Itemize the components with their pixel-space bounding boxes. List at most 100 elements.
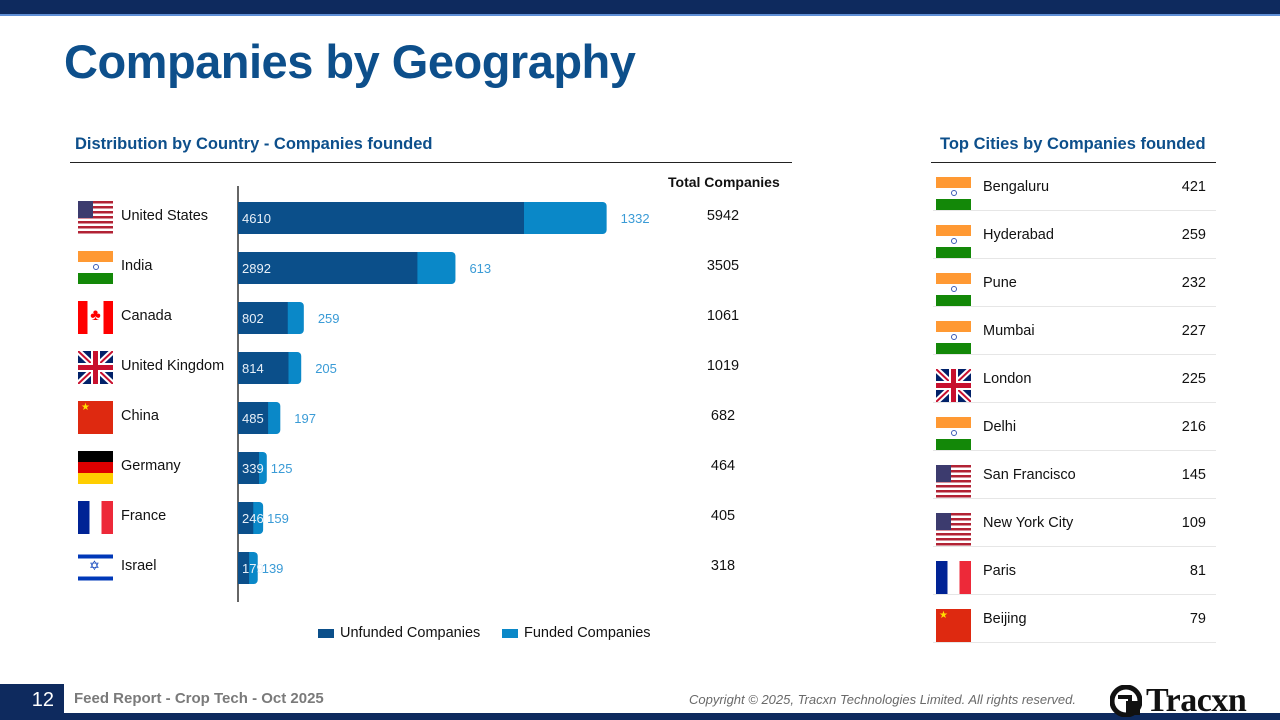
china-flag-icon: ★ (936, 609, 971, 642)
unfunded-value-label: 802 (242, 311, 264, 326)
uk-flag-icon (936, 369, 971, 402)
unfunded-bar (238, 302, 288, 334)
unfunded-value-label: 4610 (242, 211, 271, 226)
country-label: Canada (121, 308, 172, 324)
india-flag-icon (936, 273, 971, 306)
city-name: Paris (983, 563, 1017, 579)
total-value: 1019 (706, 358, 740, 374)
cities-section-divider (931, 162, 1216, 163)
report-name: Feed Report - Crop Tech - Oct 2025 (74, 690, 324, 707)
canada-flag-icon: ♣ (78, 301, 113, 334)
germany-flag-icon (78, 451, 113, 484)
funded-value-label: 159 (267, 511, 289, 526)
city-count: 232 (1181, 275, 1206, 291)
country-label: United States (121, 208, 209, 224)
city-count: 109 (1181, 515, 1206, 531)
cities-section-title: Top Cities by Companies founded (940, 135, 1206, 153)
country-label: France (121, 508, 167, 524)
legend-swatch-funded (502, 628, 518, 638)
unfunded-value-label: 2892 (242, 261, 271, 276)
country-label: Germany (121, 458, 181, 474)
unfunded-value-label: 179 (242, 561, 264, 576)
country-label: United Kingdom (121, 358, 225, 374)
total-value: 464 (710, 458, 736, 474)
funded-value-label: 205 (315, 361, 337, 376)
legend-label-unfunded: Unfunded Companies (340, 625, 481, 641)
funded-value-label: 125 (271, 461, 293, 476)
total-value: 318 (710, 558, 736, 574)
funded-value-label: 613 (469, 261, 491, 276)
china-flag-icon: ★ (78, 401, 113, 434)
unfunded-bar (238, 252, 418, 284)
city-count: 227 (1181, 323, 1206, 339)
legend-funded: Funded Companies (502, 625, 651, 641)
france-flag-icon (936, 561, 971, 594)
city-count: 259 (1181, 227, 1206, 243)
city-name: Delhi (983, 419, 1017, 435)
legend-unfunded: Unfunded Companies (318, 625, 480, 641)
unfunded-value-label: 339 (242, 461, 264, 476)
funded-value-label: 139 (262, 561, 284, 576)
city-name: Hyderabad (983, 227, 1054, 243)
country-label: China (121, 408, 159, 424)
us-flag-icon (78, 201, 113, 234)
page-number: 12 (0, 684, 64, 720)
total-value: 682 (710, 408, 736, 424)
country-section-divider (70, 162, 792, 163)
total-value: 3505 (706, 258, 740, 274)
city-name: San Francisco (983, 467, 1076, 483)
funded-value-label: 1332 (621, 211, 650, 226)
uk-flag-icon (78, 351, 113, 384)
page-title: Companies by Geography (64, 35, 636, 88)
country-label: Israel (121, 558, 157, 574)
unfunded-bar (238, 552, 250, 584)
city-count: 145 (1181, 467, 1206, 483)
france-flag-icon (78, 501, 113, 534)
city-count: 216 (1181, 419, 1206, 435)
tracxn-logo-icon (1110, 685, 1142, 717)
city-count: 225 (1181, 371, 1206, 387)
legend-swatch-unfunded (318, 628, 334, 638)
city-name: Mumbai (983, 323, 1035, 339)
city-row: Pune 232 (933, 259, 1216, 307)
copyright-text: Copyright © 2025, Tracxn Technologies Li… (689, 692, 1077, 707)
us-flag-icon (936, 513, 971, 546)
city-row: Bengaluru 421 (933, 163, 1216, 211)
tracxn-logo: Tracxn (1110, 682, 1247, 720)
city-row: San Francisco 145 (933, 451, 1216, 499)
unfunded-bar (238, 502, 254, 534)
city-count: 79 (1189, 611, 1206, 627)
total-value: 5942 (706, 208, 740, 224)
india-flag-icon (936, 177, 971, 210)
city-row: New York City 109 (933, 499, 1216, 547)
country-label: India (121, 258, 153, 274)
india-flag-icon (78, 251, 113, 284)
logo-text: Tracxn (1146, 682, 1247, 719)
top-cities-list: Bengaluru 421 Hyderabad 259 Pune 232 Mumbai 227… (933, 163, 1216, 643)
city-row: Mumbai 227 (933, 307, 1216, 355)
india-flag-icon (936, 417, 971, 450)
total-value: 1061 (706, 308, 740, 324)
city-row: ★ Beijing 79 (933, 595, 1216, 643)
city-count: 81 (1189, 563, 1206, 579)
funded-value-label: 259 (318, 311, 340, 326)
top-bar (0, 0, 1280, 16)
india-flag-icon (936, 321, 971, 354)
city-name: London (983, 371, 1032, 387)
unfunded-bar (238, 202, 524, 234)
city-name: Beijing (983, 611, 1027, 627)
total-value: 405 (710, 508, 736, 524)
unfunded-bar (238, 452, 260, 484)
country-bar-chart: Total Companies 4610 1332 2892 613 802 259 814… (70, 170, 790, 650)
unfunded-value-label: 246 (242, 511, 264, 526)
israel-flag-icon: ✡ (78, 551, 113, 584)
unfunded-value-label: 814 (242, 361, 264, 376)
funded-value-label: 197 (294, 411, 316, 426)
city-row: London 225 (933, 355, 1216, 403)
city-count: 421 (1181, 179, 1206, 195)
city-name: Pune (983, 275, 1017, 291)
city-row: Delhi 216 (933, 403, 1216, 451)
us-flag-icon (936, 465, 971, 498)
city-name: New York City (983, 515, 1074, 531)
unfunded-bar (238, 352, 289, 384)
